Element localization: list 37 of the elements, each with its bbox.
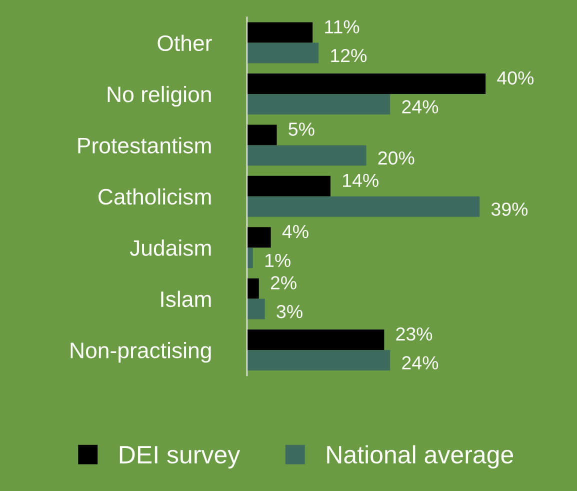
y-tick-label: Judaism [130, 240, 211, 256]
bar [246, 227, 271, 248]
bar [246, 176, 330, 196]
legend-label: DEI survey [120, 446, 240, 468]
y-tick-label: Protestantism [78, 137, 211, 154]
bar [246, 94, 390, 114]
bar [246, 196, 480, 217]
y-tick-label: No religion [108, 86, 211, 107]
bar [246, 124, 277, 146]
data-label: 3% [276, 304, 302, 318]
data-label: 12% [331, 48, 367, 62]
bar [246, 298, 265, 320]
data-label: 24% [402, 356, 438, 370]
data-label: 4% [282, 225, 308, 238]
bar [246, 42, 319, 64]
bar [246, 248, 253, 268]
data-label: 11% [325, 20, 360, 34]
data-label: 14% [343, 174, 378, 187]
y-tick-label: Other [158, 34, 212, 52]
legend-label: National average [327, 445, 514, 468]
data-label: 39% [491, 202, 528, 216]
bar [246, 22, 313, 43]
data-label: 5% [288, 122, 314, 136]
data-label: 2% [270, 276, 296, 290]
bar [246, 145, 366, 166]
y-tick-label: Catholicism [98, 188, 211, 205]
data-label: 23% [396, 327, 432, 341]
data-label: 1% [265, 254, 290, 267]
y-tick-label: Non-practising [70, 342, 211, 363]
bar [246, 278, 259, 299]
y-tick-label: Islam [161, 290, 211, 308]
bar [246, 330, 384, 350]
bar [246, 350, 390, 370]
data-label: 40% [497, 71, 534, 85]
data-label: 24% [402, 100, 438, 114]
data-label: 20% [378, 151, 414, 165]
bar [246, 74, 486, 94]
